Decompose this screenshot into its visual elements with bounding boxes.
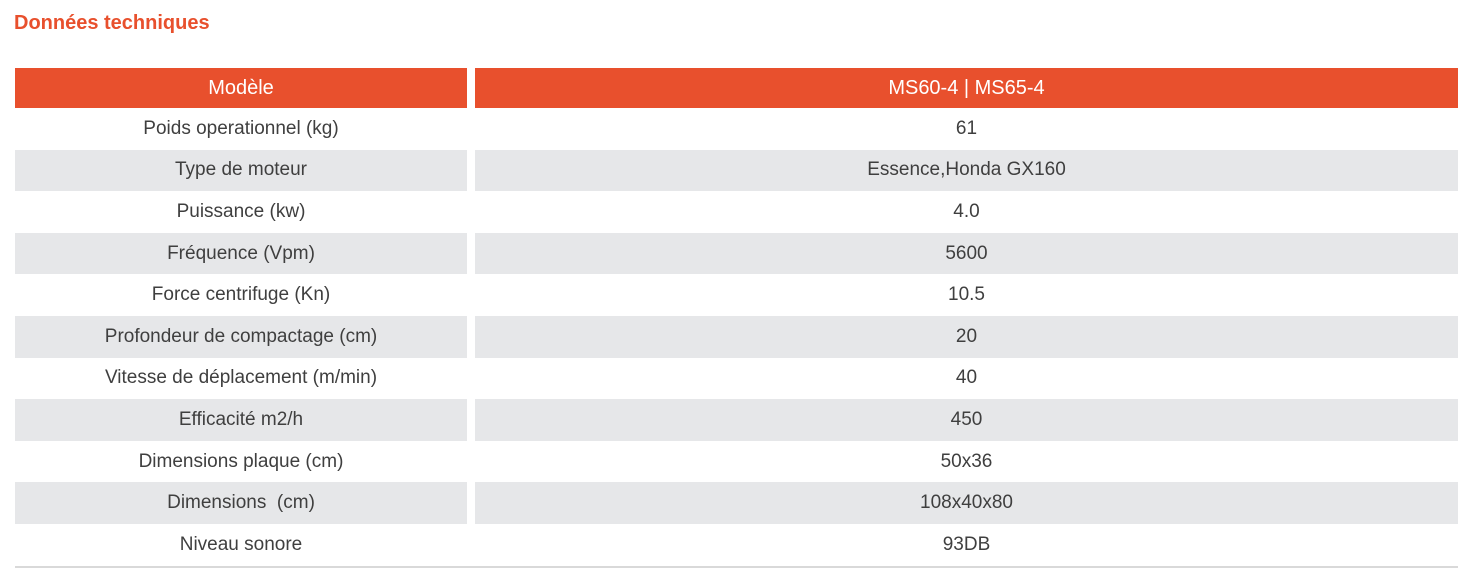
spec-label: Niveau sonore: [179, 533, 303, 555]
spec-value: 61: [955, 117, 978, 139]
spec-label: Fréquence (Vpm): [15, 232, 467, 275]
spec-value: 10.5: [948, 284, 985, 306]
spec-value: 93DB: [942, 533, 991, 555]
column-gap: [467, 315, 475, 358]
table-row: Poids operationnel (kg) 61: [15, 108, 1458, 150]
spec-value: 5600: [475, 232, 1458, 275]
table-row: Puissance (kw) 4.0: [15, 191, 1458, 233]
table-row: Fréquence (Vpm) 5600: [15, 232, 1458, 275]
table-row: Profondeur de compactage (cm) 20: [15, 315, 1458, 358]
column-gap: [467, 274, 475, 316]
column-gap: [467, 523, 475, 566]
spec-label: Profondeur de compactage (cm): [15, 315, 467, 358]
column-gap: [467, 440, 475, 483]
column-gap: [467, 191, 475, 233]
spec-value: 40: [955, 367, 978, 389]
header-model-label: Modèle: [15, 68, 467, 108]
spec-table-body: Poids operationnel (kg) 61 Type de moteu…: [15, 108, 1458, 566]
header-model-value: MS60-4 | MS65-4: [475, 68, 1458, 108]
table-row: Force centrifuge (Kn) 10.5: [15, 274, 1458, 316]
spec-label: Dimensions plaque (cm): [138, 450, 344, 472]
column-gap: [467, 357, 475, 400]
column-gap: [467, 108, 475, 150]
column-gap: [467, 399, 475, 441]
spec-value: 50x36: [940, 450, 993, 472]
spec-label: Poids operationnel (kg): [143, 117, 339, 139]
spec-label: Dimensions (cm): [15, 482, 467, 524]
column-gap: [467, 482, 475, 524]
spec-value: Essence,Honda GX160: [475, 149, 1458, 192]
table-row: Dimensions (cm) 108x40x80: [15, 482, 1458, 524]
spec-value: 20: [475, 315, 1458, 358]
column-gap: [467, 232, 475, 275]
column-gap: [467, 68, 475, 108]
spec-label: Vitesse de déplacement (m/min): [104, 367, 378, 389]
table-row: Efficacité m2/h 450: [15, 399, 1458, 441]
table-row: Dimensions plaque (cm) 50x36: [15, 440, 1458, 483]
table-header-row: Modèle MS60-4 | MS65-4: [15, 68, 1458, 108]
spec-value: 450: [475, 399, 1458, 441]
table-row: Niveau sonore 93DB: [15, 523, 1458, 566]
spec-value: 4.0: [953, 200, 980, 222]
spec-label: Force centrifuge (Kn): [151, 284, 331, 306]
spec-label: Type de moteur: [15, 149, 467, 192]
spec-value: 108x40x80: [475, 482, 1458, 524]
column-gap: [467, 149, 475, 192]
spec-label: Puissance (kw): [176, 200, 306, 222]
spec-table: Modèle MS60-4 | MS65-4 Poids operationne…: [15, 68, 1458, 568]
spec-label: Efficacité m2/h: [15, 399, 467, 441]
table-row: Vitesse de déplacement (m/min) 40: [15, 357, 1458, 400]
table-row: Type de moteur Essence,Honda GX160: [15, 149, 1458, 192]
page-title: Données techniques: [14, 12, 210, 34]
